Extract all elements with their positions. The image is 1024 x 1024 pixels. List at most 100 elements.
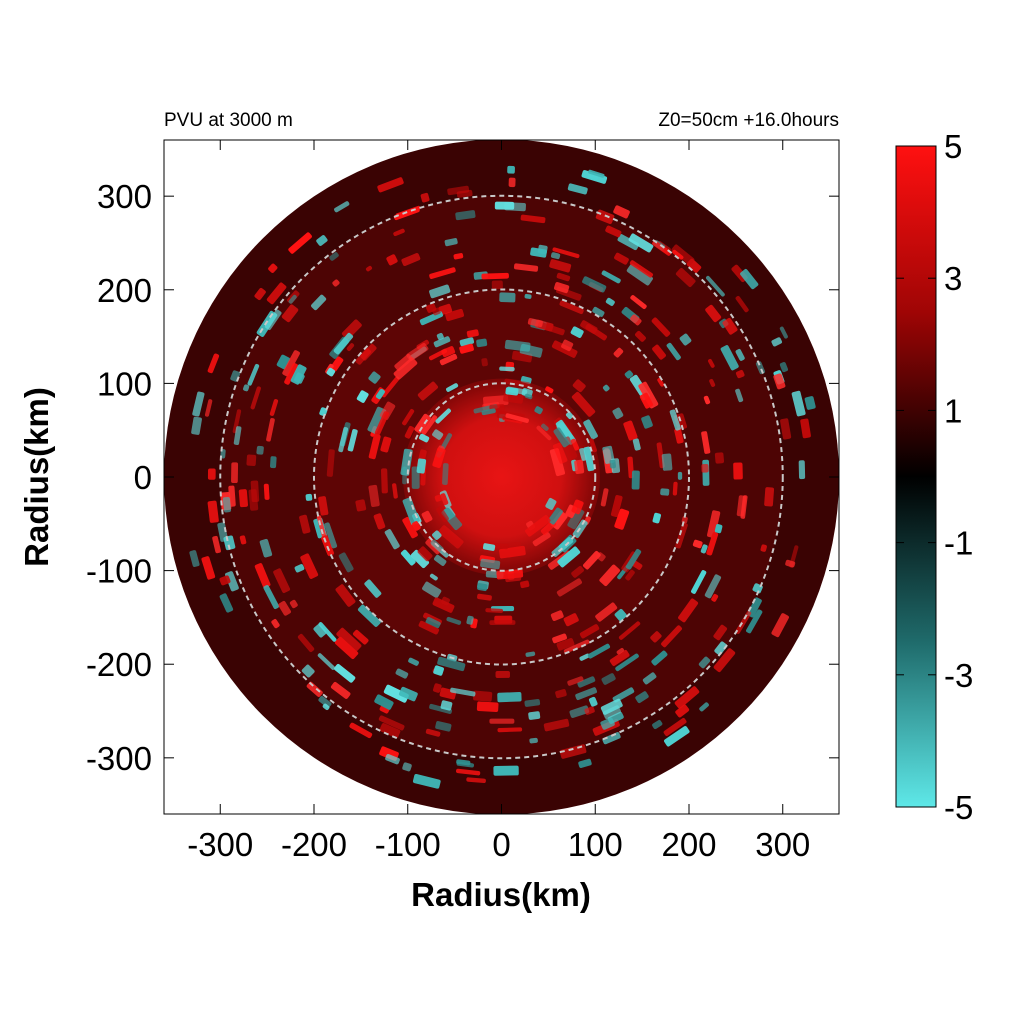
negative-pv-cell	[402, 497, 420, 526]
positive-pv-cell	[657, 377, 665, 387]
positive-pv-cell	[402, 409, 415, 426]
negative-pv-cell	[605, 297, 615, 306]
negative-pv-cell	[422, 581, 442, 598]
x-axis-ticks: -300 -200 -100 0 100 200 300	[187, 140, 810, 863]
positive-pv-cell	[281, 304, 299, 323]
positive-pv-cell	[556, 578, 582, 597]
negative-pv-cell	[494, 201, 515, 210]
positive-pv-cell	[414, 413, 431, 434]
positive-pv-cell	[705, 304, 722, 323]
positive-pv-cell	[701, 431, 711, 454]
colorbar-tick-label: -5	[944, 789, 973, 826]
colorbar-tick-label: 3	[944, 260, 962, 297]
positive-pv-cell	[735, 610, 752, 634]
negative-pv-cell	[418, 433, 430, 443]
negative-pv-cell	[259, 538, 273, 558]
positive-pv-cell	[392, 483, 398, 499]
positive-pv-cell	[254, 287, 266, 301]
negative-pv-cell	[322, 703, 330, 711]
negative-pv-cell	[631, 470, 640, 490]
negative-pv-cell	[720, 345, 739, 371]
positive-pv-cell	[232, 409, 242, 434]
positive-pv-cell	[212, 535, 221, 554]
positive-pv-cell	[703, 395, 711, 405]
positive-pv-cell	[583, 550, 601, 570]
negative-pv-cell	[704, 574, 722, 599]
positive-pv-cell	[520, 214, 546, 224]
negative-pv-cell	[425, 617, 441, 629]
negative-pv-cell	[602, 384, 610, 392]
positive-pv-cell	[404, 425, 415, 439]
negative-pv-cell	[664, 726, 690, 747]
positive-pv-cell	[537, 321, 565, 336]
y-axis-label: Radius(km)	[18, 387, 55, 567]
positive-pv-cell	[219, 575, 231, 586]
positive-pv-cell	[386, 254, 398, 266]
negative-pv-cell	[311, 294, 327, 311]
negative-pv-cell	[290, 364, 307, 385]
positive-pv-cell	[553, 442, 568, 464]
negative-pv-cell	[632, 438, 641, 451]
negative-pv-cell	[612, 407, 624, 420]
negative-pv-cell	[565, 411, 574, 420]
positive-pv-cell	[504, 572, 522, 583]
positive-pv-cell	[201, 556, 216, 580]
x-tick-label: -200	[281, 826, 347, 863]
positive-pv-cell	[335, 584, 356, 607]
positive-pv-cell	[714, 452, 725, 464]
positive-pv-cell	[393, 357, 418, 380]
negative-pv-cell	[446, 616, 462, 625]
positive-pv-cell	[438, 525, 464, 549]
colorbar	[895, 145, 937, 808]
negative-pv-cell	[364, 579, 382, 598]
positive-pv-cell	[299, 514, 311, 534]
positive-pv-cell	[635, 330, 646, 342]
positive-pv-cell	[300, 553, 319, 579]
positive-pv-cell	[297, 633, 315, 653]
negative-pv-cell	[481, 408, 496, 416]
positive-pv-cell	[491, 280, 503, 290]
positive-pv-cell	[378, 715, 405, 731]
positive-pv-cell	[571, 565, 584, 578]
title-right: Z0=50cm +16.0hours	[658, 110, 839, 131]
positive-pv-cell	[284, 363, 299, 385]
positive-pv-cell	[445, 308, 465, 322]
negative-pv-cell	[804, 396, 816, 410]
positive-pv-cell	[773, 373, 786, 390]
negative-pv-cell	[641, 415, 653, 429]
positive-pv-cell	[373, 513, 386, 530]
negative-pv-cell	[569, 705, 590, 718]
positive-pv-cell	[543, 718, 570, 732]
positive-pv-cell	[239, 535, 247, 545]
positive-pv-cell	[278, 600, 291, 616]
positive-pv-cell	[552, 247, 580, 259]
positive-pv-cell	[639, 392, 654, 409]
positive-pv-cell	[476, 701, 499, 713]
positive-pv-cell	[266, 282, 287, 305]
negative-pv-cell	[263, 585, 280, 610]
negative-pv-cell	[530, 247, 547, 258]
negative-pv-cell	[433, 665, 444, 676]
negative-pv-cell	[567, 183, 588, 195]
positive-pv-cell	[701, 464, 709, 473]
negative-pv-cell	[243, 384, 250, 392]
x-tick-label: -100	[375, 826, 441, 863]
positive-pv-cell	[584, 706, 595, 715]
negative-pv-cell	[702, 459, 710, 486]
negative-pv-cell	[437, 656, 466, 672]
negative-pv-cell	[305, 493, 313, 501]
positive-pv-cell	[555, 689, 567, 699]
positive-pv-cell	[713, 624, 728, 641]
colorbar-tick-label: 1	[944, 392, 962, 429]
reference-circle	[313, 288, 690, 666]
negative-pv-cell	[567, 507, 585, 530]
positive-pv-cell	[406, 342, 429, 362]
positive-pv-cell	[266, 418, 275, 442]
positive-pv-cell	[706, 532, 719, 556]
positive-pv-cell	[692, 539, 703, 549]
positive-pv-cell	[432, 597, 455, 613]
negative-pv-cell	[583, 446, 595, 472]
positive-pv-cell	[571, 499, 584, 515]
positive-pv-cell	[527, 318, 543, 328]
negative-pv-cell	[326, 367, 336, 377]
